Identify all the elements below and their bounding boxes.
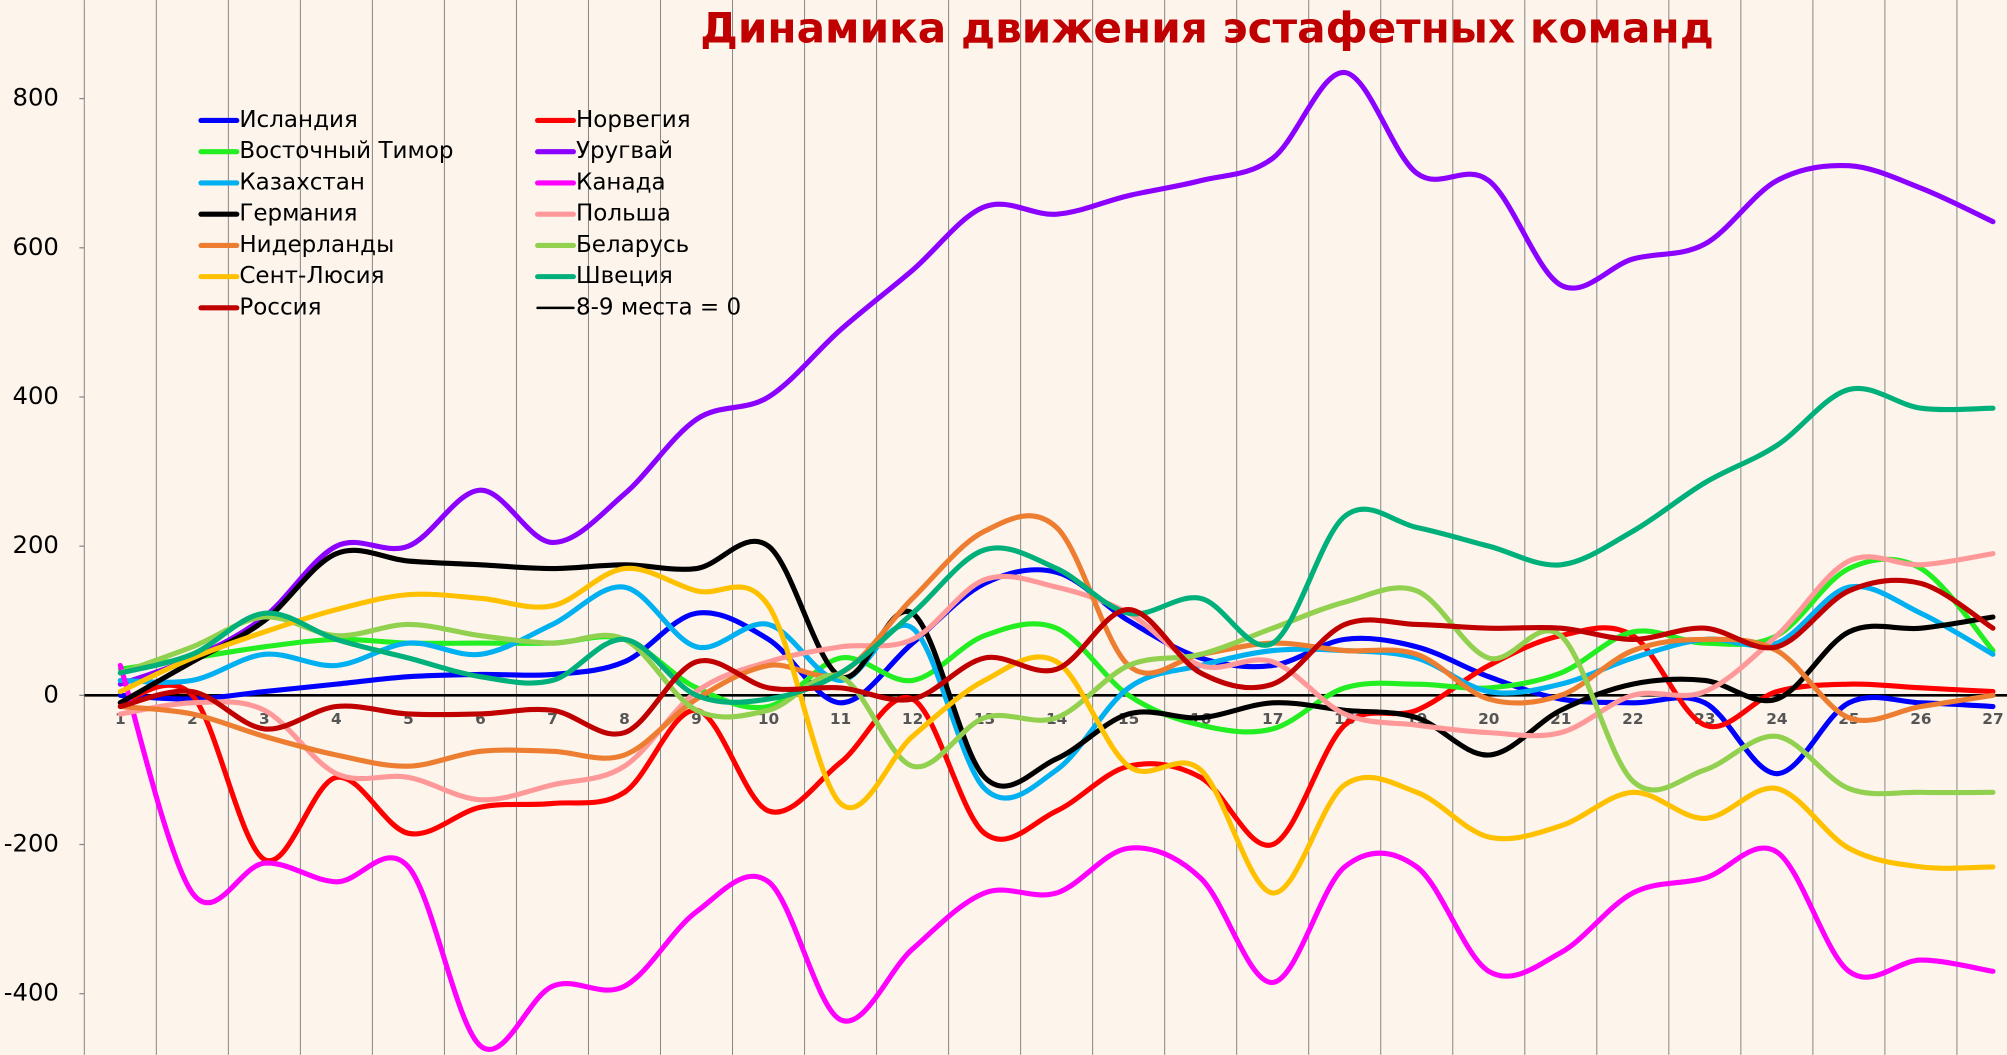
series-line xyxy=(117,69,1996,687)
legend-label: Россия xyxy=(239,294,321,320)
y-tick-label: 800 xyxy=(12,83,58,112)
x-tick-label: 27 xyxy=(1982,710,2003,728)
legend-label: Уругвай xyxy=(576,138,673,164)
x-tick-label: 7 xyxy=(547,710,558,728)
series-line xyxy=(117,513,1996,769)
series-line xyxy=(117,385,1996,705)
legend-label: Швеция xyxy=(576,263,673,289)
y-tick-label: -200 xyxy=(4,829,59,858)
legend-label: Казахстан xyxy=(239,169,365,195)
legend-label: Восточный Тимор xyxy=(239,138,453,164)
legend-label: Сент-Люсия xyxy=(239,263,384,289)
x-tick-label: 24 xyxy=(1766,710,1787,728)
y-tick-label: 200 xyxy=(12,530,58,559)
x-tick-label: 20 xyxy=(1478,710,1499,728)
series-line xyxy=(117,625,1996,864)
x-tick-label: 6 xyxy=(475,710,486,728)
x-tick-label: 11 xyxy=(830,710,851,728)
legend-label: Польша xyxy=(576,201,671,227)
x-tick-label: 3 xyxy=(259,710,270,728)
series-line xyxy=(117,567,1996,777)
x-tick-label: 2 xyxy=(187,710,198,728)
y-tick-label: 400 xyxy=(12,381,58,410)
x-tick-label: 4 xyxy=(331,710,342,728)
legend-label: Германия xyxy=(239,201,357,227)
x-tick-label: 26 xyxy=(1910,710,1931,728)
vertical-grid xyxy=(83,0,1958,1055)
x-tick-label: 17 xyxy=(1262,710,1283,728)
legend-label: Беларусь xyxy=(576,232,689,258)
y-tick-label: -400 xyxy=(4,978,59,1007)
series-line xyxy=(117,583,1996,801)
series-line xyxy=(117,577,1996,737)
x-tick-label: 1 xyxy=(115,710,126,728)
x-tick-label: 5 xyxy=(403,710,414,728)
legend-label: Нидерланды xyxy=(239,232,394,258)
legend-label: Исландия xyxy=(239,107,357,133)
legend-label: 8-9 места = 0 xyxy=(576,294,741,320)
chart-title: Динамика движения эстафетных команд xyxy=(700,3,1714,52)
series-line xyxy=(117,538,1996,789)
x-tick-label: 8 xyxy=(619,710,630,728)
series-line xyxy=(117,565,1996,896)
series-line xyxy=(117,662,1996,1052)
legend-label: Канада xyxy=(576,169,666,195)
x-tick-label: 9 xyxy=(691,710,702,728)
x-tick-label: 12 xyxy=(902,710,923,728)
x-tick-label: 10 xyxy=(758,710,779,728)
y-tick-label: 600 xyxy=(12,232,58,261)
y-tick-label: 0 xyxy=(43,679,58,708)
series-line xyxy=(117,551,1996,803)
legend-label: Норвегия xyxy=(576,107,691,133)
series-line xyxy=(117,585,1996,797)
x-tick-label: 22 xyxy=(1622,710,1643,728)
